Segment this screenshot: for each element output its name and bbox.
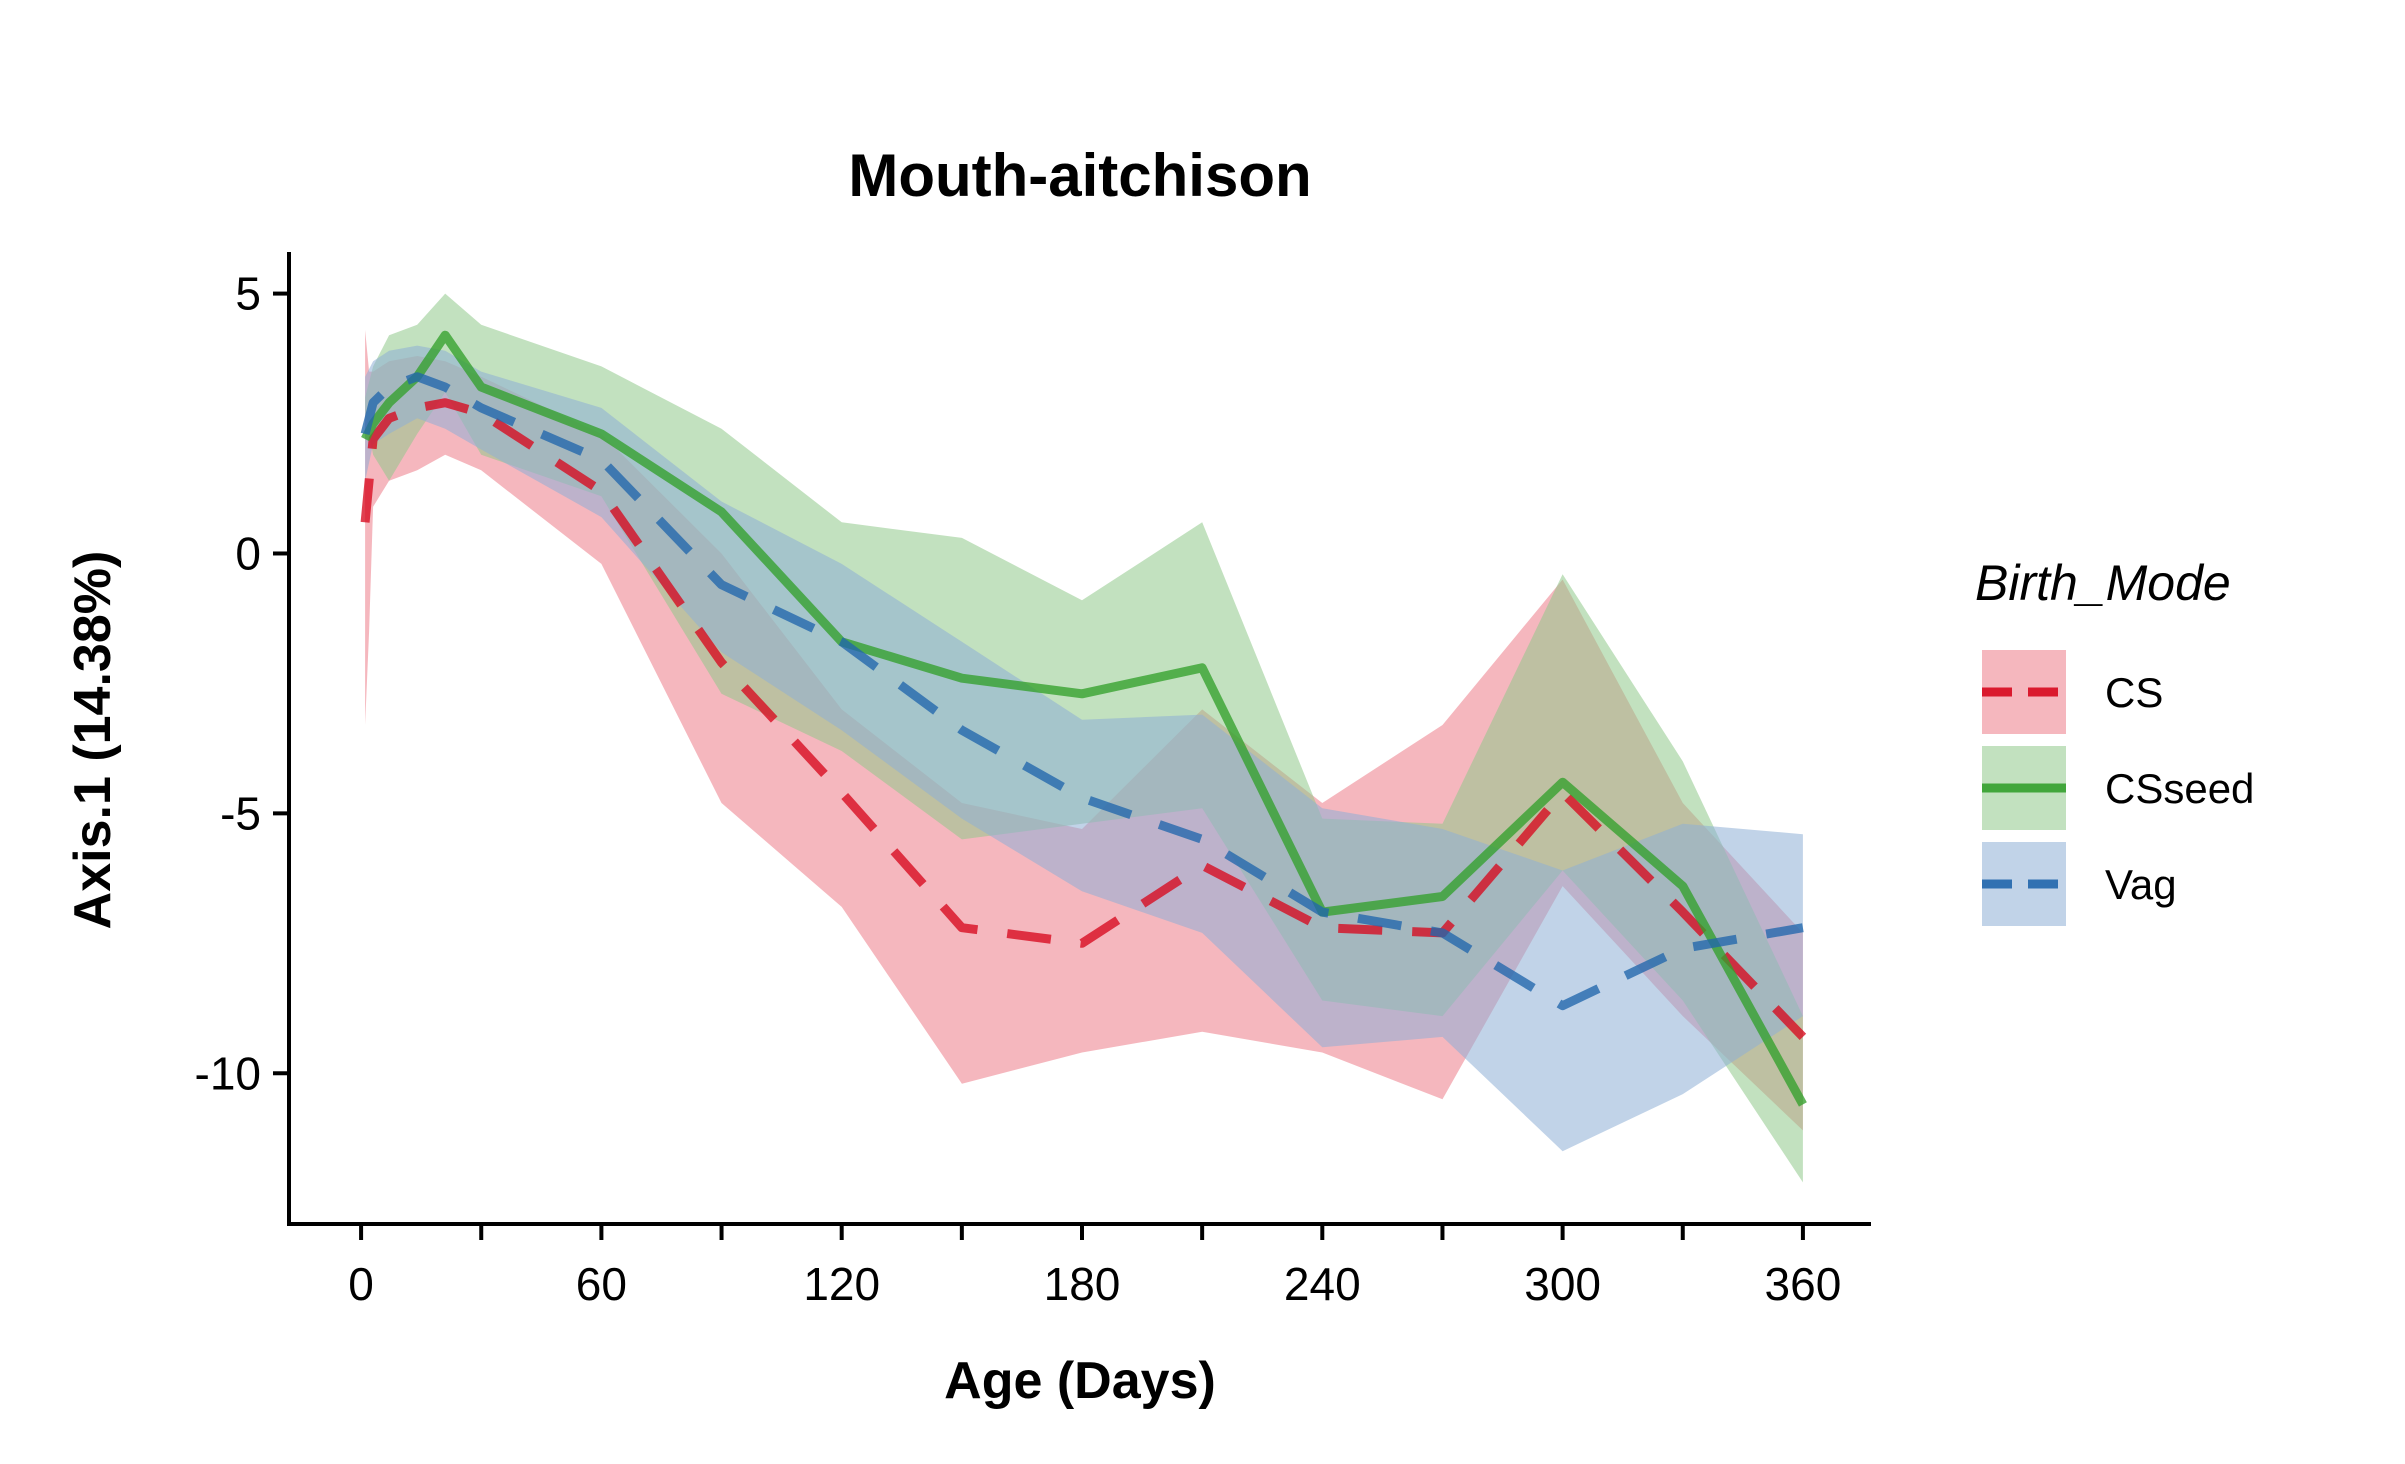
x-tick-label: 120 bbox=[803, 1258, 880, 1310]
x-tick-label: 180 bbox=[1044, 1258, 1121, 1310]
y-tick-label: -10 bbox=[195, 1047, 261, 1099]
legend-item-cs: CS bbox=[1982, 650, 2163, 734]
y-tick-label: -5 bbox=[220, 787, 261, 839]
plot-area bbox=[360, 293, 1807, 1183]
x-tick-label: 300 bbox=[1524, 1258, 1601, 1310]
legend: Birth_Mode CS CSseed Vag bbox=[1975, 555, 2254, 926]
ribbon-vag bbox=[365, 345, 1803, 1152]
x-tick-label: 240 bbox=[1284, 1258, 1361, 1310]
legend-label-vag: Vag bbox=[2105, 861, 2177, 908]
legend-item-csseed: CSseed bbox=[1982, 746, 2254, 830]
series-lines bbox=[360, 330, 1807, 1107]
legend-items: CS CSseed Vag bbox=[1982, 650, 2254, 926]
x-ticks: 0 60 120 180 240 300 360 bbox=[348, 1224, 1841, 1310]
chart-title: Mouth-aitchison bbox=[848, 142, 1311, 209]
y-axis-title: Axis.1 (14.38%) bbox=[64, 551, 122, 930]
x-tick-label: 60 bbox=[576, 1258, 627, 1310]
legend-title: Birth_Mode bbox=[1975, 555, 2231, 611]
legend-item-vag: Vag bbox=[1982, 842, 2177, 926]
x-tick-label: 0 bbox=[348, 1258, 374, 1310]
x-axis-title: Age (Days) bbox=[944, 1352, 1216, 1410]
y-tick-label: 0 bbox=[235, 527, 261, 579]
line-cs bbox=[360, 398, 1807, 1041]
x-tick-label: 360 bbox=[1765, 1258, 1842, 1310]
line-vag bbox=[360, 372, 1804, 1011]
legend-label-cs: CS bbox=[2105, 669, 2163, 716]
y-tick-label: 5 bbox=[235, 268, 261, 320]
axes: 0 60 120 180 240 300 360 5 0 -5 -10 bbox=[195, 252, 1871, 1310]
y-ticks: 5 0 -5 -10 bbox=[195, 268, 289, 1099]
legend-label-csseed: CSseed bbox=[2105, 765, 2254, 812]
